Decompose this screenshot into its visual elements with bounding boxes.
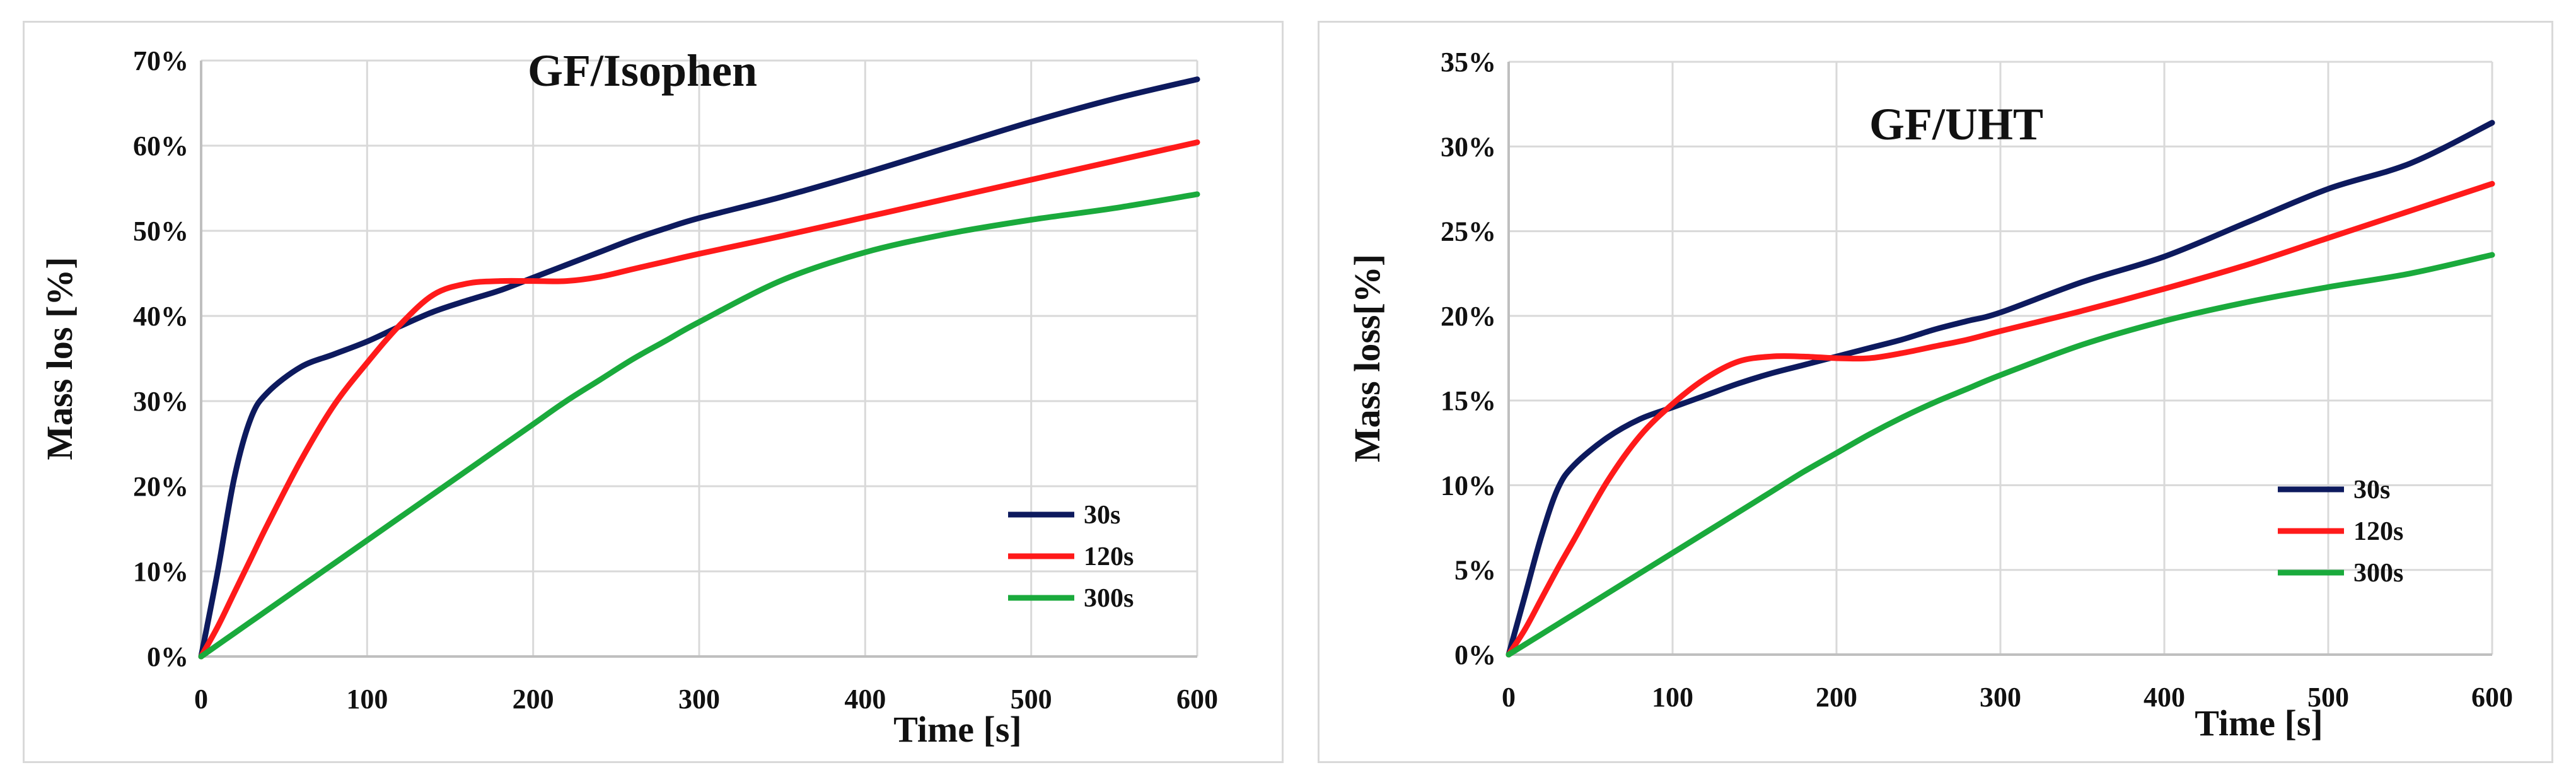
- chart-title: GF/UHT: [1869, 99, 2043, 149]
- y-tick-label: 15%: [1441, 385, 1496, 416]
- y-tick-label: 40%: [133, 301, 189, 332]
- y-tick-label: 20%: [133, 471, 189, 502]
- legend-label-120s: 120s: [2353, 517, 2403, 546]
- legend-label-30s: 30s: [1084, 501, 1120, 530]
- x-tick-label: 100: [1652, 682, 1693, 713]
- y-tick-label: 30%: [133, 386, 189, 417]
- series-line-300s: [1506, 252, 2495, 658]
- x-tick-label: 400: [2144, 682, 2185, 713]
- x-tick-label: 200: [513, 684, 554, 715]
- y-tick-label: 5%: [1454, 555, 1496, 586]
- x-axis-title: Time [s]: [2195, 703, 2323, 744]
- y-tick-label: 70%: [133, 45, 189, 76]
- x-tick-label: 500: [2307, 682, 2349, 713]
- x-tick-label: 300: [678, 684, 720, 715]
- x-tick-label: 400: [844, 684, 886, 715]
- series-line-120s: [198, 139, 1200, 660]
- y-tick-label: 60%: [133, 131, 189, 161]
- chart-gf-isophen: 0% 10% 20% 30% 40% 50% 60% 70% 0 100 200 300 400 500 6…: [39, 45, 1218, 750]
- y-axis-title: Mass los [%]: [39, 257, 80, 460]
- chart-panel-gf-uht: 0% 5% 10% 15% 20% 25% 30% 35% 0 100 200 300 400 500 60…: [1318, 21, 2553, 763]
- x-tick-label: 200: [1816, 682, 1857, 713]
- y-tick-label: 0%: [147, 641, 189, 672]
- y-axis-title: Mass loss[%]: [1347, 254, 1388, 462]
- x-tick-label: 0: [1502, 682, 1516, 713]
- legend-label-120s: 120s: [1084, 542, 1134, 571]
- chart-title: GF/Isophen: [528, 45, 757, 96]
- series-line-30s: [1506, 120, 2495, 658]
- gridlines: [200, 59, 1198, 658]
- y-tick-label: 35%: [1441, 47, 1496, 78]
- series-line-30s: [198, 76, 1200, 660]
- x-tick-label: 500: [1011, 684, 1052, 715]
- chart-panel-gf-isophen: 0% 10% 20% 30% 40% 50% 60% 70% 0 100 200 300 400 500 6…: [23, 21, 1284, 763]
- x-axis-title: Time [s]: [893, 709, 1022, 750]
- y-tick-label: 10%: [133, 556, 189, 587]
- y-tick-label: 10%: [1441, 470, 1496, 501]
- series-line-120s: [1506, 180, 2495, 658]
- x-tick-label: 600: [1176, 684, 1218, 715]
- y-tick-label: 50%: [133, 216, 189, 247]
- y-tick-label: 20%: [1441, 301, 1496, 332]
- x-tick-label: 100: [346, 684, 388, 715]
- legend-label-300s: 300s: [2353, 559, 2403, 588]
- y-tick-label: 0%: [1454, 639, 1496, 670]
- chart-gf-uht: 0% 5% 10% 15% 20% 25% 30% 35% 0 100 200 300 400 500 60…: [1347, 47, 2513, 744]
- legend-label-30s: 30s: [2353, 476, 2390, 505]
- y-tick-label: 25%: [1441, 216, 1496, 247]
- x-tick-label: 600: [2471, 682, 2513, 713]
- series-line-300s: [198, 191, 1200, 660]
- x-tick-label: 0: [194, 684, 208, 715]
- legend-label-300s: 300s: [1084, 584, 1134, 613]
- y-tick-label: 30%: [1441, 131, 1496, 162]
- x-tick-label: 300: [1980, 682, 2021, 713]
